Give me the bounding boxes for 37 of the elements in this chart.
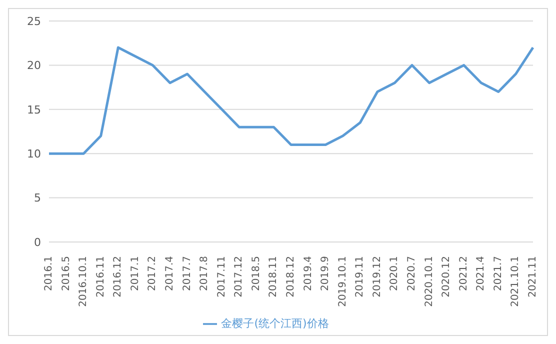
y-tick-label: 10 [27,148,41,161]
x-tick-label: 2016.5 [60,256,72,291]
y-tick-label: 5 [34,192,41,205]
y-tick-label: 15 [27,103,41,116]
x-tick-label: 2018.11 [268,256,280,298]
x-tick-label: 2016.10.1 [78,256,90,307]
x-tick-label: 2019.10.1 [337,256,348,307]
x-tick-label: 2021.11 [528,256,538,298]
x-tick-label: 2017.8 [199,256,210,291]
x-tick-label: 2019.9 [320,256,332,291]
x-tick-label: 2017.1 [130,256,141,291]
x-tick-label: 2021.2 [458,256,470,291]
x-tick-label: 2017.4 [164,256,176,291]
x-tick-label: 2020.1 [389,256,400,291]
x-tick-label: 2021.4 [476,256,487,291]
x-tick-label: 2017.2 [147,256,158,291]
x-tick-label: 2021.10.1 [510,256,522,307]
x-tick-label: 2017.11 [216,256,228,298]
x-tick-label: 2020.10.1 [424,256,435,307]
x-tick-label: 2021.7 [492,256,504,291]
x-tick-label: 2016.12 [112,256,124,298]
x-tick-label: 2016.1 [44,256,54,291]
line-series [48,46,534,155]
x-tick-label: 2020.12 [441,256,452,298]
x-tick-label: 2017.7 [182,256,193,291]
x-tick-label: 2017.12 [234,256,245,298]
y-tick-label: 25 [27,14,41,28]
x-tick-label: 2019.4 [302,256,314,291]
y-tick-label: 20 [27,59,41,72]
x-tick-label: 2018.5 [250,256,262,291]
legend-label: 金樱子(统个江西)价格 [221,317,329,330]
x-tick-label: 2016.11 [95,256,106,298]
x-tick-label: 2019.12 [372,256,383,298]
x-tick-label: 2018.12 [286,256,296,298]
x-tick-label: 2019.11 [354,256,366,298]
y-tick-label: 0 [34,236,41,249]
x-tick-label: 2020.7 [406,256,418,291]
